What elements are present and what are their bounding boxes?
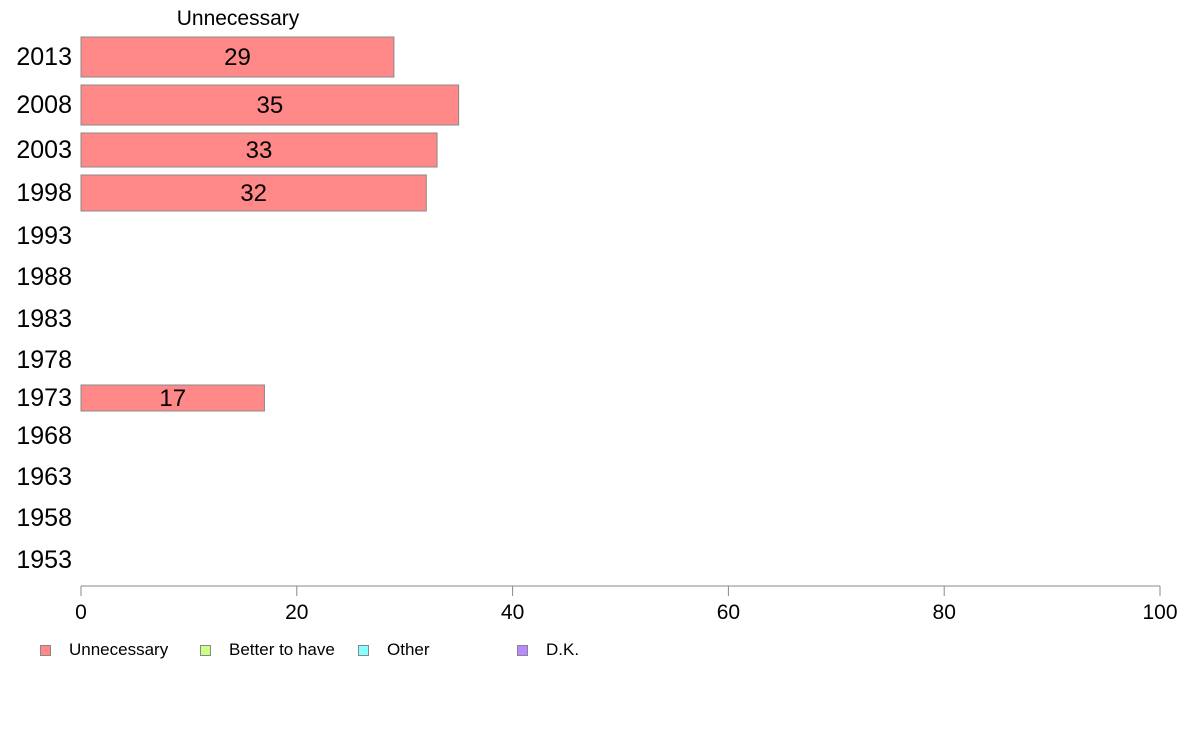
legend-swatch: [517, 644, 528, 656]
bar-value-label: 29: [224, 44, 251, 71]
y-tick-label: 1973: [16, 384, 72, 412]
x-axis: 0 20 40 60 80 100: [75, 585, 1178, 624]
y-tick-label: 2013: [16, 43, 72, 71]
chart-title: Unnecessary: [177, 7, 300, 30]
x-tick-label: 0: [75, 601, 87, 624]
legend-item: Other: [358, 636, 430, 664]
x-tick-label: 60: [717, 601, 740, 624]
y-tick-label: 1993: [16, 222, 72, 250]
bar: [80, 384, 265, 412]
legend-label: D.K.: [546, 640, 580, 659]
legend-item: D.K.: [517, 636, 579, 664]
legend-label: Better to have: [229, 640, 335, 659]
bar: [80, 36, 395, 78]
x-tick-label: 20: [285, 601, 308, 624]
legend-swatch: [40, 644, 51, 656]
y-tick-label: 1988: [16, 263, 72, 291]
x-tick-label: 100: [1142, 601, 1177, 624]
legend-label: Unnecessary: [69, 640, 169, 659]
bar-value-label: 33: [246, 137, 273, 164]
y-tick-label: 2008: [16, 91, 72, 119]
y-axis-labels: 2013 2008 2003 1998 1993 1988 1983 1978 1973 1968…: [16, 43, 72, 574]
y-tick-label: 1958: [16, 504, 72, 532]
legend-label: Other: [387, 640, 430, 659]
y-tick-label: 1953: [16, 546, 72, 574]
y-tick-label: 1978: [16, 346, 72, 374]
bar: [80, 132, 438, 168]
y-tick-label: 1968: [16, 422, 72, 450]
y-tick-label: 2003: [16, 136, 72, 164]
bar-value-label: 17: [159, 385, 186, 412]
legend: Unnecessary Better to have Other D.K.: [0, 636, 1188, 666]
y-tick-label: 1983: [16, 305, 72, 333]
x-tick-label: 40: [501, 601, 524, 624]
legend-swatch: [358, 644, 369, 656]
bar: [80, 174, 427, 212]
y-tick-label: 1998: [16, 179, 72, 207]
legend-swatch: [200, 644, 211, 656]
x-tick-label: 80: [933, 601, 956, 624]
y-tick-label: 1963: [16, 463, 72, 491]
bar-value-label: 32: [240, 180, 267, 207]
legend-item: Unnecessary: [40, 636, 168, 664]
bar-value-label: 35: [256, 92, 283, 119]
legend-item: Better to have: [200, 636, 335, 664]
bar: [80, 84, 460, 126]
